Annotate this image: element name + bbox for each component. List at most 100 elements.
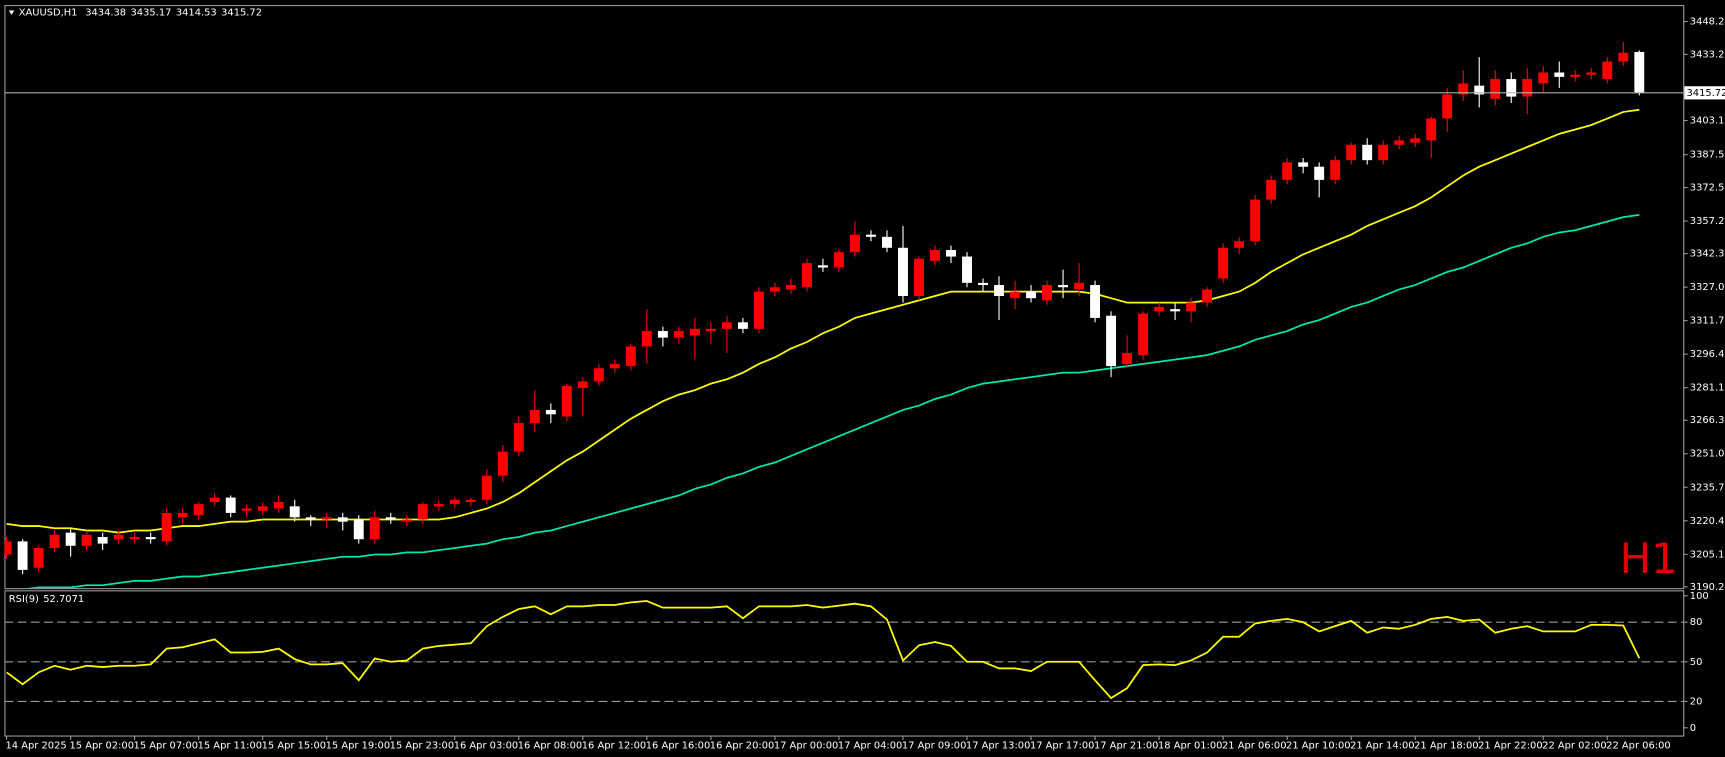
candle-body <box>1474 85 1485 95</box>
candle-body <box>785 285 796 290</box>
y-tick-label: 3205.10 <box>1690 549 1725 560</box>
x-tick-label: 16 Apr 20:00 <box>710 740 775 751</box>
ohlc-high: 3435.17 <box>131 8 172 19</box>
candle-body <box>657 331 668 338</box>
candle-body <box>1106 315 1117 367</box>
candle-body <box>1570 74 1581 77</box>
y-tick-label: 3311.75 <box>1690 316 1725 327</box>
candle-body <box>417 504 428 520</box>
x-tick-label: 21 Apr 22:00 <box>1478 740 1543 751</box>
x-tick-label: 21 Apr 10:00 <box>1286 740 1351 751</box>
candle-body <box>1170 309 1181 312</box>
candle-body <box>129 537 140 540</box>
y-tick-label: 3235.70 <box>1690 482 1725 493</box>
candle-body <box>1362 144 1373 161</box>
timeframe-watermark: H1 <box>1620 534 1678 583</box>
candle-body <box>289 506 300 518</box>
candle-body <box>609 363 620 369</box>
candle-body <box>1426 118 1437 141</box>
rsi-plot <box>4 600 1684 702</box>
candle-body <box>145 537 156 540</box>
candle-body <box>65 532 76 546</box>
candle-body <box>1618 52 1629 62</box>
candle-body <box>273 501 284 509</box>
candle-body <box>433 504 444 507</box>
y-tick-label: 80 <box>1690 617 1703 628</box>
candle-body <box>1298 162 1309 167</box>
candle-body <box>1634 51 1645 93</box>
candle-body <box>817 265 828 268</box>
candle-body <box>1218 247 1229 279</box>
candle-body <box>1458 83 1469 95</box>
y-tick-label: 3190.25 <box>1690 582 1725 593</box>
x-tick-label: 22 Apr 06:00 <box>1606 740 1670 751</box>
x-tick-label: 21 Apr 14:00 <box>1350 740 1415 751</box>
x-tick-label: 16 Apr 08:00 <box>518 740 583 751</box>
main-panel-frame <box>4 5 1685 590</box>
y-tick-label: 3296.45 <box>1690 349 1725 360</box>
candle-body <box>193 504 204 516</box>
candle-body <box>1266 179 1277 200</box>
candle-body <box>1234 241 1245 248</box>
symbol-header: XAUUSD,H1 3434.38 3435.17 3414.53 3415.72 <box>19 8 262 19</box>
candle-body <box>177 512 188 518</box>
candle-body <box>914 258 924 296</box>
y-tick-label: 3403.10 <box>1690 115 1725 126</box>
x-tick-label: 16 Apr 16:00 <box>646 740 711 751</box>
candle-body <box>465 499 476 502</box>
ohlc-low: 3414.53 <box>176 8 217 19</box>
rsi-current: 52.7071 <box>43 594 84 605</box>
candle-body <box>1042 285 1052 301</box>
x-tick-label: 15 Apr 23:00 <box>390 740 455 751</box>
x-tick-label: 17 Apr 09:00 <box>902 740 967 751</box>
candle-body <box>866 234 876 237</box>
candle-body <box>1378 144 1389 161</box>
candle-body <box>1154 306 1165 312</box>
x-tick-label: 17 Apr 13:00 <box>966 740 1031 751</box>
y-tick-label: 3327.05 <box>1690 282 1725 293</box>
candle-body <box>1250 199 1261 242</box>
y-tick-label: 3266.30 <box>1690 415 1725 426</box>
candle-body <box>1026 291 1036 299</box>
candle-body <box>385 517 396 520</box>
candle-body <box>161 512 172 542</box>
candle-body <box>1058 285 1069 288</box>
candle-body <box>529 409 540 424</box>
x-tick-label: 18 Apr 01:00 <box>1158 740 1222 751</box>
candle-body <box>930 249 940 261</box>
candle-body <box>113 534 124 540</box>
x-tick-label: 17 Apr 21:00 <box>1094 740 1159 751</box>
candle-body <box>1282 162 1293 180</box>
candle-body <box>4 541 12 555</box>
x-tick-label: 15 Apr 02:00 <box>70 740 135 751</box>
candle-body <box>1122 352 1133 364</box>
x-tick-label: 15 Apr 15:00 <box>262 740 327 751</box>
candle-body <box>689 328 700 336</box>
symbol-title: XAUUSD,H1 <box>19 8 78 19</box>
x-tick-label: 15 Apr 19:00 <box>326 740 391 751</box>
candle-body <box>737 322 748 329</box>
current-price-label: 3415.72 <box>1686 88 1725 99</box>
candle-body <box>17 541 28 570</box>
candle-body <box>1330 160 1341 180</box>
candle-body <box>1314 166 1325 180</box>
candle-body <box>1586 72 1597 75</box>
y-tick-label: 3281.15 <box>1690 383 1725 394</box>
candle-body <box>337 517 348 522</box>
candle-body <box>305 517 316 520</box>
candle-body <box>241 508 252 511</box>
candle-body <box>321 517 332 520</box>
y-tick-label: 3357.20 <box>1690 216 1725 227</box>
candle-body <box>673 331 684 338</box>
candle-body <box>49 534 60 548</box>
candle-body <box>1346 144 1357 161</box>
candle-body <box>641 331 652 347</box>
candle-body <box>81 534 92 546</box>
candle-body <box>561 385 572 417</box>
candle-body <box>449 499 460 505</box>
menu-triangle[interactable] <box>8 10 15 15</box>
candle-body <box>545 409 556 415</box>
current-price-box <box>1684 86 1725 100</box>
x-tick-label: 15 Apr 07:00 <box>134 740 199 751</box>
candle-body <box>994 285 1004 296</box>
